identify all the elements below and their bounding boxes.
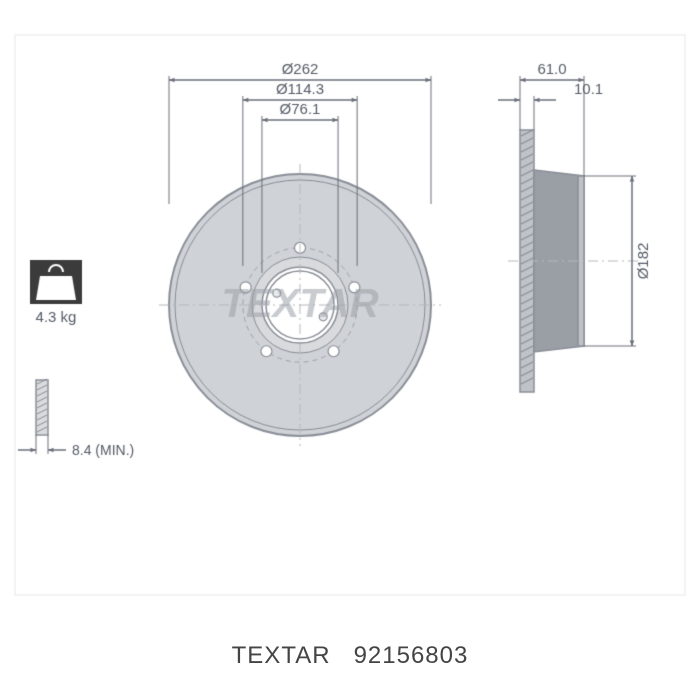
technical-drawing bbox=[0, 0, 700, 700]
brand-label: TEXTAR bbox=[232, 642, 331, 669]
part-number: 92156803 bbox=[354, 642, 469, 669]
caption-bar: TEXTAR 92156803 bbox=[0, 642, 700, 670]
